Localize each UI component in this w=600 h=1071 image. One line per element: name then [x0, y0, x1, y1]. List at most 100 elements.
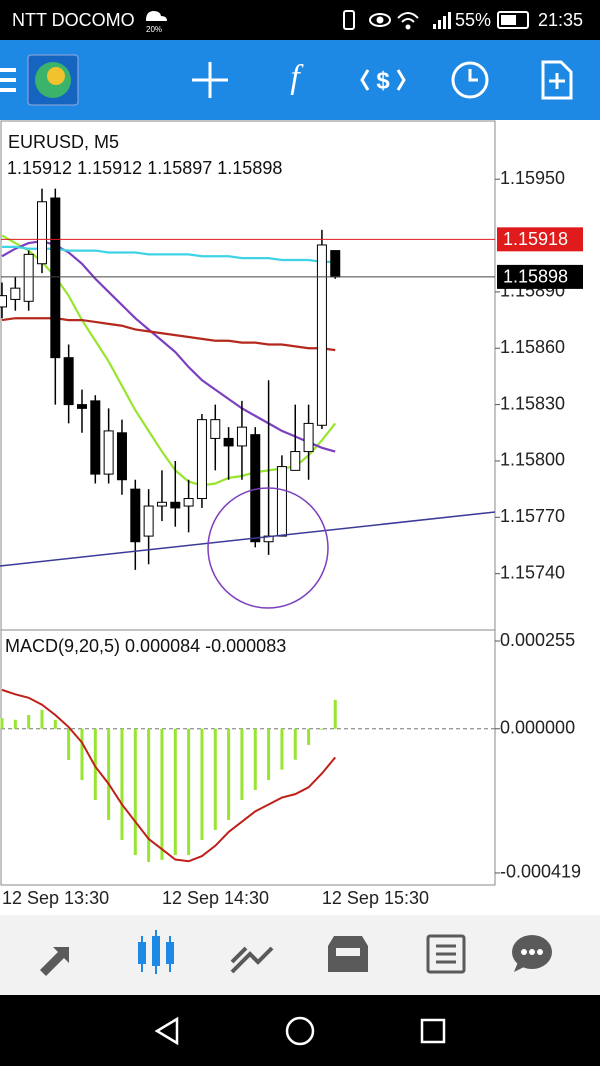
battery-icon [497, 11, 529, 29]
macd-signal: -0.000083 [205, 636, 286, 656]
chat-tab[interactable] [512, 935, 552, 972]
ask-label: 1.15918 [503, 229, 568, 249]
candle-body [63, 357, 74, 406]
new-order-button[interactable] [541, 60, 573, 100]
indicator-line [1, 688, 337, 863]
candle-body [316, 244, 327, 426]
macd-bar [280, 728, 284, 770]
weather-label: 20% [146, 25, 162, 34]
candle-body [76, 404, 87, 409]
app-icon[interactable] [27, 54, 79, 106]
x-tick-label: 12 Sep 13:30 [2, 888, 109, 908]
chart-tab[interactable] [138, 930, 174, 974]
y-tick-label: 0.000000 [500, 718, 575, 738]
candle-body [130, 488, 141, 543]
y-tick-label: 1.15950 [500, 168, 565, 188]
nav-bar [0, 995, 600, 1066]
candle-body [210, 419, 221, 439]
symbol-title: EURUSD, M5 [8, 132, 119, 152]
status-bar [0, 0, 600, 40]
candle-body [196, 419, 207, 500]
candle-body [36, 201, 47, 265]
macd-bar [120, 728, 124, 840]
x-tick-label: 12 Sep 14:30 [162, 888, 269, 908]
macd-bar [240, 728, 244, 800]
macd-bar [13, 719, 17, 729]
candle-body [116, 432, 127, 481]
home-button[interactable] [285, 1016, 315, 1046]
toolbar [0, 40, 600, 120]
y-tick-label: 1.15860 [500, 337, 565, 357]
open-value: 1.15912 [7, 158, 72, 178]
y-tick-label: 1.15830 [500, 393, 565, 413]
clock: 21:35 [538, 10, 583, 30]
trade-button[interactable]: $ [360, 67, 406, 94]
candle-body [90, 400, 101, 475]
candle-body [170, 501, 181, 509]
macd-bar [200, 728, 204, 840]
macd-name: MACD(9,20,5) [5, 636, 120, 656]
macd-bar [107, 728, 111, 820]
ask-box [497, 227, 583, 252]
macd-bar [293, 728, 297, 760]
macd-bar [173, 728, 177, 856]
macd-bar [0, 718, 4, 729]
macd-bar [133, 728, 137, 856]
candle-body [10, 287, 21, 300]
macd-bar [307, 728, 311, 745]
high-value: 1.15912 [77, 158, 142, 178]
candle-body [183, 498, 194, 507]
tab-bar [0, 915, 600, 995]
bid-box [497, 264, 583, 289]
news-tab[interactable] [426, 934, 466, 974]
macd-bar [213, 728, 217, 830]
bid-label: 1.15898 [503, 267, 568, 287]
macd-bar [67, 728, 71, 761]
crosshair-button[interactable] [192, 62, 228, 98]
candle-body [276, 466, 287, 537]
macd-bar [147, 728, 151, 862]
candle-body [50, 197, 61, 359]
carrier: NTT DOCOMO [12, 10, 135, 30]
macd-bar [253, 728, 257, 791]
y-tick-label: 0.000255 [500, 630, 575, 650]
candle-body [143, 505, 154, 537]
macd-bar [320, 728, 324, 730]
history-tab[interactable] [328, 936, 368, 972]
status-icons [343, 10, 419, 30]
macd-title: MACD(9,20,5) 0.000084 -0.000083 [5, 636, 286, 656]
y-tick-label: -0.000419 [500, 862, 581, 882]
candle-body [330, 250, 341, 278]
macd-bar [80, 728, 84, 781]
macd-bar [27, 715, 31, 729]
y-tick-label: 1.15740 [500, 562, 565, 582]
macd-bar [53, 719, 57, 729]
macd-bar [160, 728, 164, 860]
macd-bar [227, 728, 231, 820]
macd-bar [187, 728, 191, 856]
y-tick-label: 1.15770 [500, 506, 565, 526]
candle-body [236, 426, 247, 447]
recents-button[interactable] [420, 1018, 446, 1044]
back-button[interactable] [154, 1016, 179, 1046]
circle-object [207, 487, 329, 609]
price-panel [0, 120, 496, 631]
quotes-tab[interactable] [40, 947, 69, 976]
candle-body [156, 501, 167, 507]
period-button[interactable] [451, 61, 489, 99]
macd-bar [40, 709, 44, 729]
macd-bar [267, 728, 271, 781]
macd-bar [333, 699, 337, 729]
candle-body [290, 451, 301, 471]
macd-bar [93, 728, 97, 800]
low-value: 1.15897 [147, 158, 212, 178]
ohlc-readout: 1.15912 1.15912 1.15897 1.15898 [7, 158, 282, 178]
menu-button[interactable] [0, 68, 16, 92]
battery-level: 55% [455, 10, 491, 30]
trade-tab[interactable] [230, 946, 274, 974]
svg-text:$: $ [376, 67, 390, 94]
candle-body [0, 295, 7, 308]
y-tick-label: 1.15800 [500, 450, 565, 470]
